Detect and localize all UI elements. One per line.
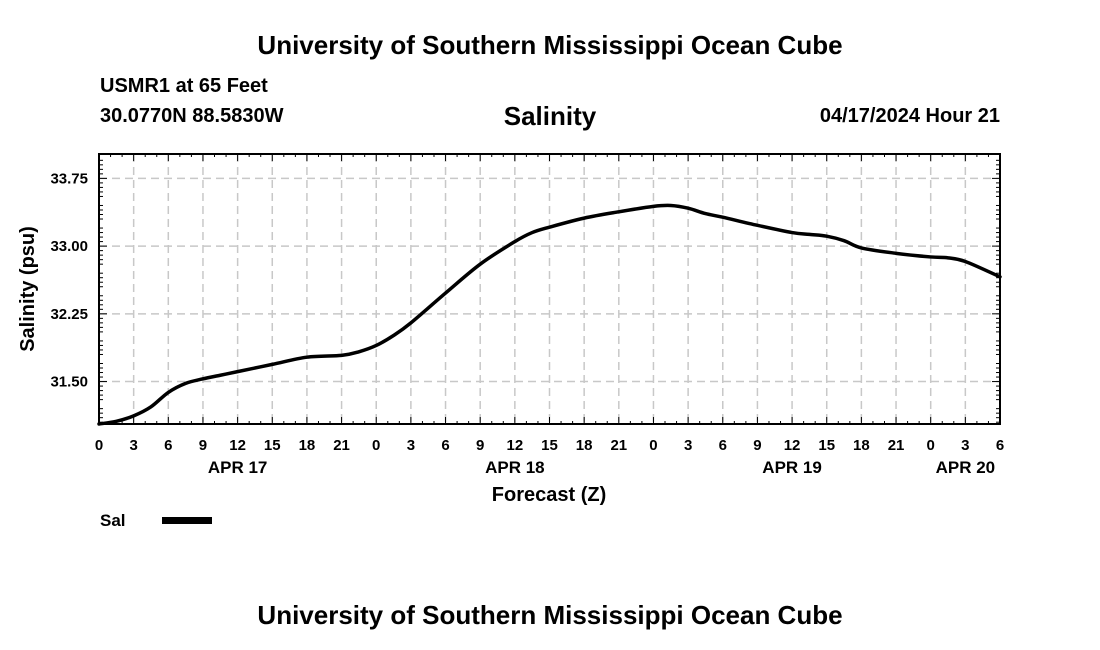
legend-label: Sal [100, 511, 126, 530]
x-tick-label: 3 [684, 437, 692, 454]
date-label: APR 20 [936, 458, 996, 477]
x-tick-label: 6 [164, 437, 172, 454]
x-tick-label: 6 [441, 437, 449, 454]
x-tick-label: 3 [129, 437, 137, 454]
y-axis-label: Salinity (psu) [17, 226, 39, 352]
x-tick-label: 3 [407, 437, 415, 454]
y-tick-label: 31.50 [50, 374, 88, 391]
y-tick-label: 32.25 [50, 306, 88, 323]
salinity-series-line [97, 203, 1002, 426]
x-tick-label: 12 [507, 437, 524, 454]
variable-title: Salinity [503, 101, 597, 131]
x-tick-label: 15 [264, 437, 281, 454]
page-title: University of Southern Mississippi Ocean… [257, 30, 843, 60]
x-tick-label: 21 [610, 437, 627, 454]
forecast-datetime: 04/17/2024 Hour 21 [819, 105, 1000, 127]
x-tick-label: 12 [784, 437, 801, 454]
station-label: USMR1 at 65 Feet [100, 75, 268, 97]
x-tick-label: 9 [476, 437, 484, 454]
date-label: APR 17 [208, 458, 268, 477]
x-tick-label: 12 [229, 437, 246, 454]
x-axis-label: Forecast (Z) [492, 484, 606, 506]
x-tick-label: 6 [719, 437, 727, 454]
line-layer [97, 203, 1002, 426]
x-tick-label: 0 [649, 437, 657, 454]
x-tick-label: 9 [753, 437, 761, 454]
x-tick-label: 18 [853, 437, 870, 454]
x-tick-label: 0 [95, 437, 103, 454]
x-tick-label: 21 [333, 437, 350, 454]
x-tick-label: 9 [199, 437, 207, 454]
x-tick-label: 0 [372, 437, 380, 454]
station-coords: 30.0770N 88.5830W [100, 105, 284, 127]
y-tick-label: 33.00 [50, 238, 88, 255]
tick-layer: 0 3 6 9 12 15 18 21 0 3 6 9 12 15 18 21 0 3 6 9 12 15 18 21 0 3 6A… [50, 154, 1004, 477]
x-tick-label: 15 [818, 437, 835, 454]
x-tick-label: 3 [961, 437, 969, 454]
x-tick-label: 15 [541, 437, 558, 454]
y-tick-label: 33.75 [50, 170, 88, 187]
footer-title: University of Southern Mississippi Ocean… [257, 600, 843, 630]
x-tick-label: 0 [927, 437, 935, 454]
x-tick-label: 6 [996, 437, 1004, 454]
date-label: APR 18 [485, 458, 545, 477]
date-label: APR 19 [762, 458, 822, 477]
x-tick-label: 18 [299, 437, 316, 454]
legend-swatch [162, 517, 212, 524]
grid-layer [99, 154, 1000, 424]
x-tick-label: 21 [888, 437, 905, 454]
x-tick-label: 18 [576, 437, 593, 454]
